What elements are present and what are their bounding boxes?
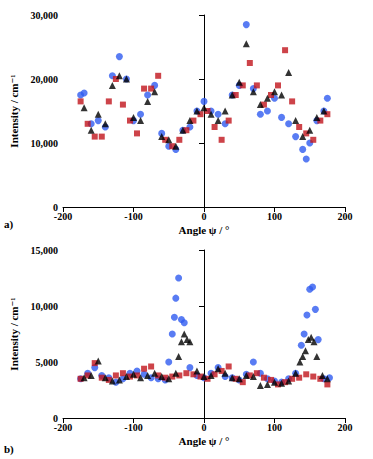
svg-text:Angle ψ / °: Angle ψ / ° [179, 224, 230, 236]
svg-text:b): b) [4, 443, 14, 456]
svg-text:Angle ψ / °: Angle ψ / ° [179, 435, 230, 447]
svg-text:-100: -100 [124, 422, 142, 433]
svg-text:0: 0 [53, 201, 58, 213]
svg-text:200: 200 [338, 422, 353, 433]
svg-text:0: 0 [53, 412, 58, 424]
svg-text:-200: -200 [54, 211, 72, 222]
svg-text:200: 200 [338, 211, 353, 222]
svg-text:15,000: 15,000 [31, 245, 59, 256]
svg-text:Intensity / cm⁻¹: Intensity / cm⁻¹ [8, 297, 20, 370]
svg-text:10,000: 10,000 [31, 138, 59, 149]
svg-text:-200: -200 [54, 422, 72, 433]
svg-text:0: 0 [202, 422, 207, 433]
svg-text:0: 0 [202, 211, 207, 222]
svg-text:a): a) [4, 218, 14, 231]
svg-text:Intensity / cm⁻¹: Intensity / cm⁻¹ [8, 74, 20, 147]
svg-text:20,000: 20,000 [31, 74, 59, 85]
svg-text:-100: -100 [124, 211, 142, 222]
svg-text:10,000: 10,000 [31, 301, 59, 312]
svg-text:30,000: 30,000 [31, 10, 59, 21]
svg-text:100: 100 [267, 422, 282, 433]
svg-text:5,000: 5,000 [36, 357, 59, 368]
svg-text:100: 100 [267, 211, 282, 222]
